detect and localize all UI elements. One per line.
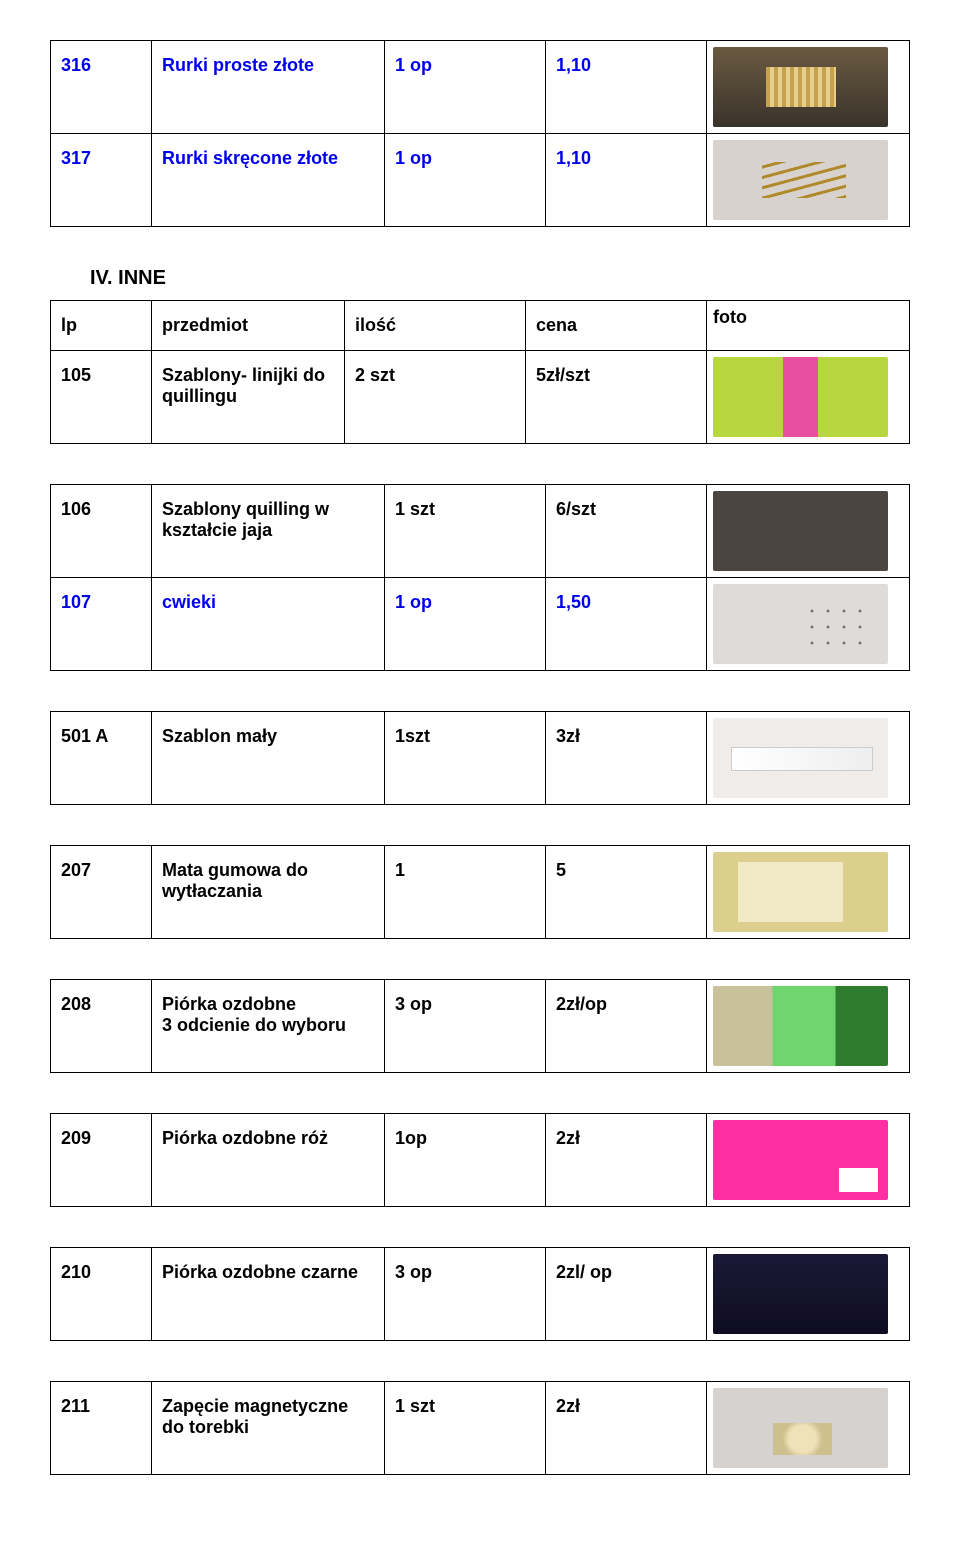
row-name: Szablony- linijki do quillingu: [152, 351, 345, 444]
header-table: lp przedmiot ilość cena foto 105 Szablon…: [50, 300, 910, 444]
row-name: Szablon mały: [152, 712, 385, 805]
table-row: 207Mata gumowa do wytłaczania15: [51, 846, 910, 939]
top-table: 316Rurki proste złote1 op1,10317Rurki sk…: [50, 40, 910, 227]
row-id: 208: [51, 980, 152, 1073]
group-106-107: 106Szablony quilling w kształcie jaja1 s…: [50, 484, 910, 671]
row-id: 107: [51, 578, 152, 671]
table-row: 105 Szablony- linijki do quillingu 2 szt…: [51, 351, 910, 444]
row-photo-cell: [707, 485, 910, 578]
table-row: 210Piórka ozdobne czarne3 op2zl/ op: [51, 1248, 910, 1341]
row-price: 3zł: [546, 712, 707, 805]
table-row: 106Szablony quilling w kształcie jaja1 s…: [51, 485, 910, 578]
row-photo: [713, 1388, 888, 1468]
header-name: przedmiot: [152, 301, 345, 351]
row-id: 207: [51, 846, 152, 939]
row-qty: 1 szt: [385, 1382, 546, 1475]
row-price: 2zł/op: [546, 980, 707, 1073]
row-price: 5zł/szt: [526, 351, 707, 444]
row-photo: [713, 1254, 888, 1334]
table-row: 316Rurki proste złote1 op1,10: [51, 41, 910, 134]
table-row: 209Piórka ozdobne róż1op2zł: [51, 1114, 910, 1207]
header-row: lp przedmiot ilość cena foto: [51, 301, 910, 351]
table-row: 211Zapęcie magnetyczne do torebki1 szt2z…: [51, 1382, 910, 1475]
row-qty: 3 op: [385, 1248, 546, 1341]
section-heading: IV. INNE: [90, 267, 910, 290]
row-price: 5: [546, 846, 707, 939]
row-photo-cell: [707, 134, 910, 227]
row-photo-cell: [707, 712, 910, 805]
row-qty: 1: [385, 846, 546, 939]
row-qty: 3 op: [385, 980, 546, 1073]
row-photo: [713, 584, 888, 664]
table-row: 317Rurki skręcone złote1 op1,10: [51, 134, 910, 227]
row-id: 317: [51, 134, 152, 227]
header-price: cena: [526, 301, 707, 351]
row-photo: [713, 852, 888, 932]
row-name: Rurki skręcone złote: [152, 134, 385, 227]
row-name: Piórka ozdobne czarne: [152, 1248, 385, 1341]
row-photo-cell: [707, 351, 910, 444]
single-row-table: 211Zapęcie magnetyczne do torebki1 szt2z…: [50, 1381, 910, 1475]
row-name: cwieki: [152, 578, 385, 671]
row-name: Zapęcie magnetyczne do torebki: [152, 1382, 385, 1475]
row-name: Mata gumowa do wytłaczania: [152, 846, 385, 939]
header-id: lp: [51, 301, 152, 351]
row-price: 1,10: [546, 41, 707, 134]
row-id: 501 A: [51, 712, 152, 805]
single-row-table: 210Piórka ozdobne czarne3 op2zl/ op: [50, 1247, 910, 1341]
row-price: 2zl/ op: [546, 1248, 707, 1341]
row-name: Piórka ozdobne róż: [152, 1114, 385, 1207]
row-photo-cell: [707, 1382, 910, 1475]
single-row-table: 209Piórka ozdobne róż1op2zł: [50, 1113, 910, 1207]
row-id: 106: [51, 485, 152, 578]
row-photo: [713, 718, 888, 798]
row-photo-cell: [707, 41, 910, 134]
table-row: 501 ASzablon mały1szt3zł: [51, 712, 910, 805]
single-row-table: 208Piórka ozdobne3 odcienie do wyboru3 o…: [50, 979, 910, 1073]
row-photo-cell: [707, 1248, 910, 1341]
row-id: 210: [51, 1248, 152, 1341]
table-row: 208Piórka ozdobne3 odcienie do wyboru3 o…: [51, 980, 910, 1073]
row-qty: 2 szt: [345, 351, 526, 444]
header-qty: ilość: [345, 301, 526, 351]
row-qty: 1szt: [385, 712, 546, 805]
row-id: 105: [51, 351, 152, 444]
row-price: 6/szt: [546, 485, 707, 578]
row-name: Piórka ozdobne3 odcienie do wyboru: [152, 980, 385, 1073]
row-photo: [713, 1120, 888, 1200]
row-photo-cell: [707, 846, 910, 939]
single-row-table: 207Mata gumowa do wytłaczania15: [50, 845, 910, 939]
row-id: 316: [51, 41, 152, 134]
row-name: Szablony quilling w kształcie jaja: [152, 485, 385, 578]
row-photo: [713, 47, 888, 127]
row-qty: 1 op: [385, 578, 546, 671]
row-id: 211: [51, 1382, 152, 1475]
header-photo: foto: [707, 301, 910, 351]
row-photo: [713, 986, 888, 1066]
row-photo-cell: [707, 1114, 910, 1207]
single-row-table: 501 ASzablon mały1szt3zł: [50, 711, 910, 805]
row-price: 2zł: [546, 1114, 707, 1207]
row-name: Rurki proste złote: [152, 41, 385, 134]
row-qty: 1op: [385, 1114, 546, 1207]
table-row: 107cwieki1 op1,50: [51, 578, 910, 671]
row-price: 2zł: [546, 1382, 707, 1475]
row-qty: 1 szt: [385, 485, 546, 578]
row-qty: 1 op: [385, 41, 546, 134]
row-price: 1,10: [546, 134, 707, 227]
row-photo: [713, 140, 888, 220]
row-photo-cell: [707, 578, 910, 671]
row-price: 1,50: [546, 578, 707, 671]
row-id: 209: [51, 1114, 152, 1207]
row-photo: [713, 491, 888, 571]
row-photo: [713, 357, 888, 437]
row-photo-cell: [707, 980, 910, 1073]
row-qty: 1 op: [385, 134, 546, 227]
